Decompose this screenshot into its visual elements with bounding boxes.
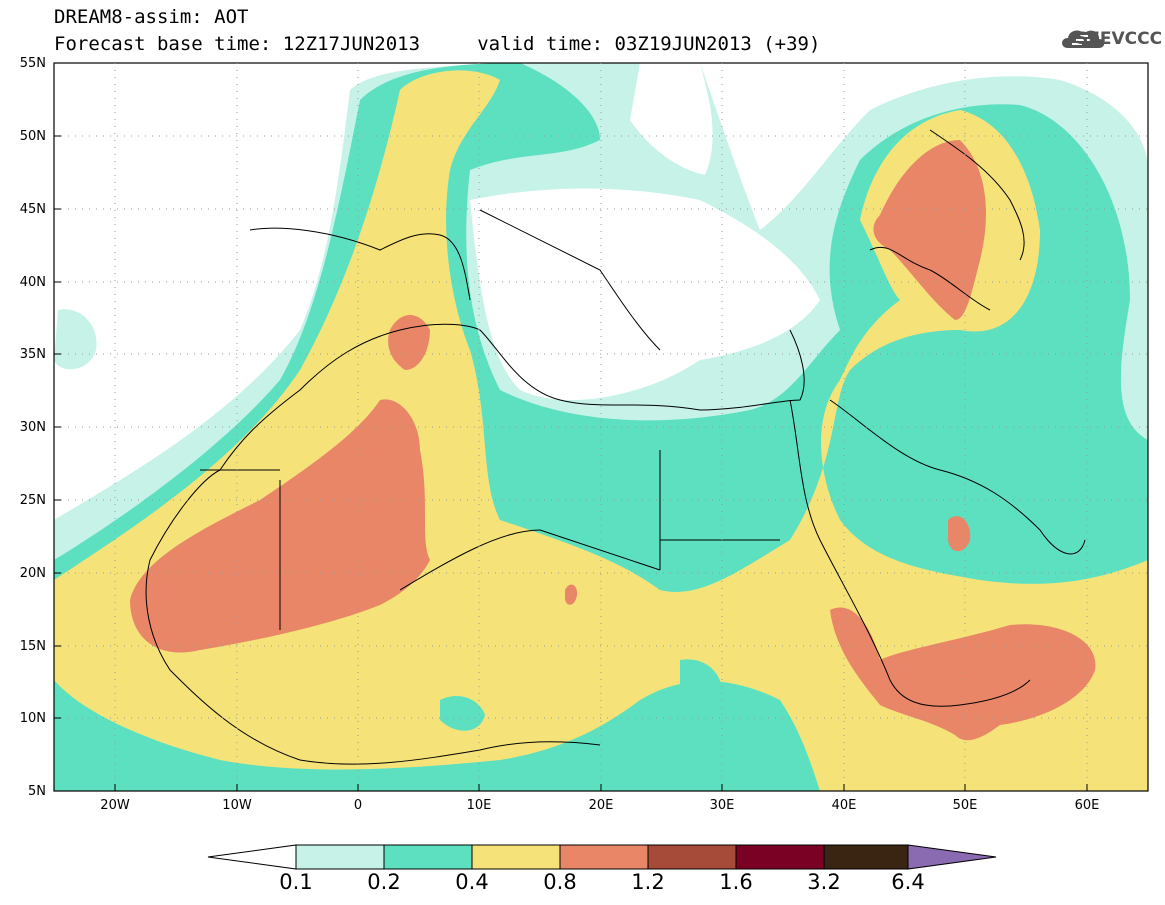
lat-label: 5N [28,784,46,799]
lat-label: 50N [19,129,46,144]
lon-label: 40E [831,798,857,813]
colorbar-label: 0.1 [279,870,313,894]
lat-label: 35N [19,347,46,362]
lat-label: 15N [19,639,46,654]
lon-label: 0 [353,798,363,813]
map-title: DREAM8-assim: AOT [54,6,249,28]
colorbar-label: 1.6 [719,870,753,894]
lat-label: 10N [19,711,46,726]
colorbar-label: 6.4 [891,870,925,894]
lon-label: 20W [100,798,130,813]
lat-label: 30N [19,420,46,435]
coastlines [145,129,1086,765]
colorbar-label: 0.2 [367,870,401,894]
lat-label: 20N [19,566,46,581]
axis-ticks [54,135,1088,791]
colorbar-label: 0.4 [455,870,489,894]
lat-label: 40N [19,275,46,290]
logo-text: SEEVCCC [1076,29,1163,49]
colorbar-label: 1.2 [631,870,665,894]
lon-label: 50E [952,798,978,813]
colorbar-label: 3.2 [807,870,841,894]
lon-label: 60E [1074,798,1100,813]
lon-label: 10W [222,798,252,813]
lat-label: 25N [19,493,46,508]
grid-lines [54,63,1148,791]
lon-label: 20E [588,798,614,813]
lat-label: 45N [19,202,46,217]
forecast-time-subtitle: Forecast base time: 12Z17JUN2013 valid t… [54,33,821,55]
lon-label: 30E [709,798,735,813]
lon-label: 10E [466,798,492,813]
cloud-logo-icon [1062,30,1105,48]
colorbar-label: 0.8 [543,870,577,894]
lat-label: 55N [19,56,46,71]
